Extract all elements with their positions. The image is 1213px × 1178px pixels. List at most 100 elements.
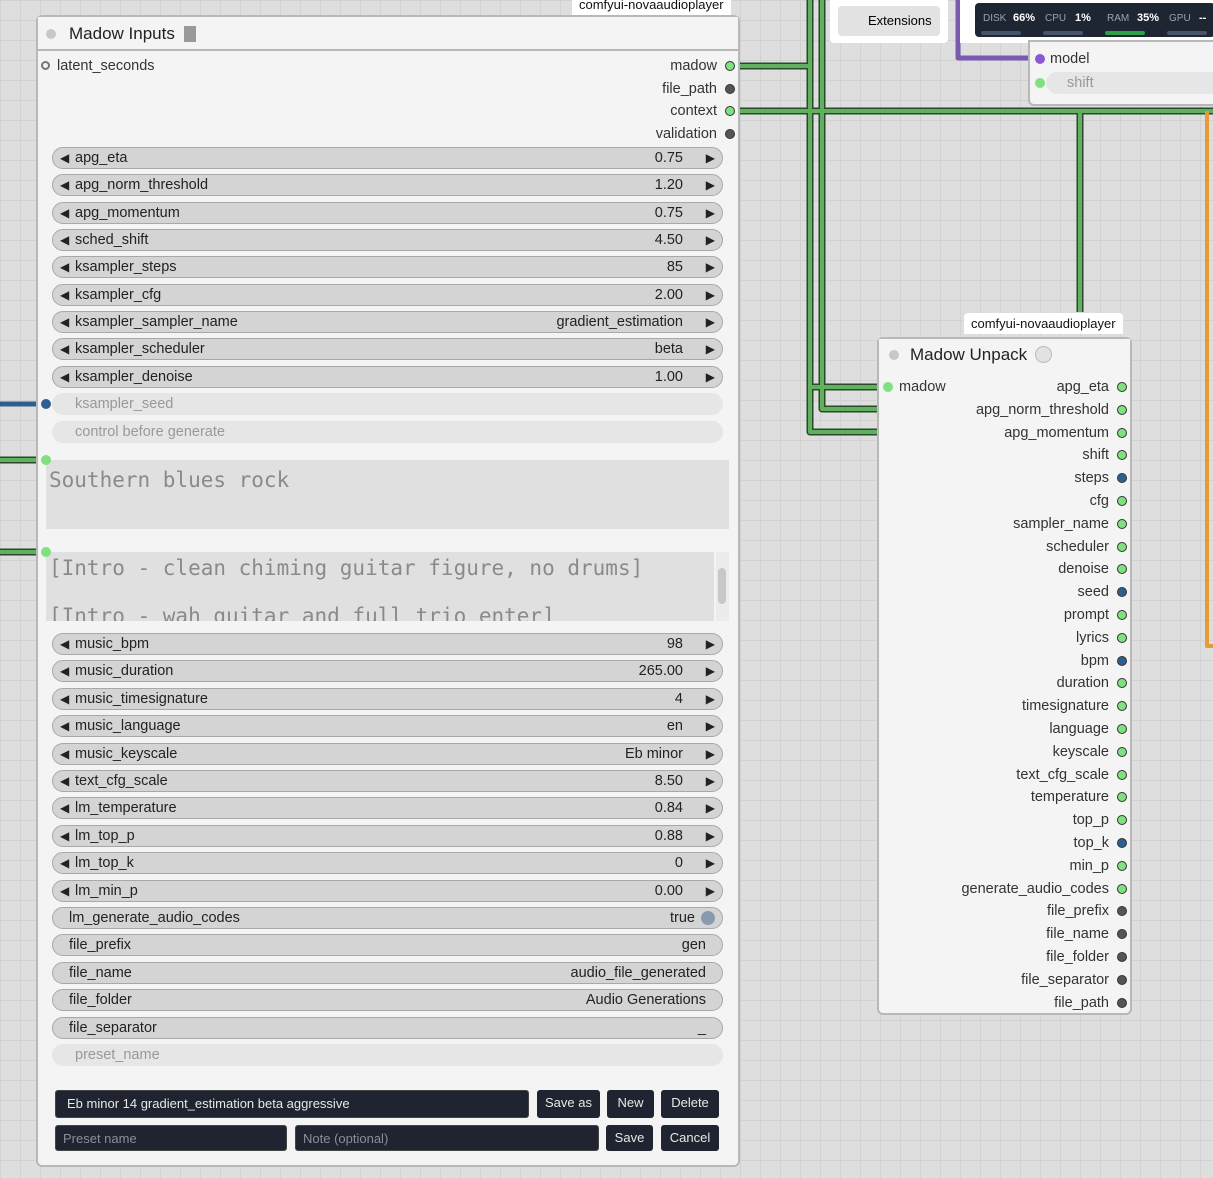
extensions-button[interactable]: Extensions (838, 6, 940, 36)
text-input[interactable]: Note (optional) (295, 1125, 599, 1151)
widget-value: gen (681, 937, 706, 954)
widget[interactable]: control before generate (52, 420, 723, 443)
widget[interactable]: ksampler_seed (52, 393, 723, 416)
output-label: top_k (1073, 835, 1109, 851)
stat-value: 35% (1137, 12, 1160, 24)
toggle-knob (701, 911, 715, 925)
output-dot (1117, 974, 1127, 985)
arrow-right: ▶ (705, 637, 715, 651)
node[interactable]: Madow Inputs latent_seconds madow file_path… (36, 15, 740, 1167)
widget[interactable]: ◀ ▶ text_cfg_scale 8.50 (52, 770, 723, 792)
widget[interactable]: shift (1046, 72, 1213, 94)
button[interactable]: Cancel (661, 1125, 719, 1151)
output-dot (1117, 701, 1127, 712)
widget[interactable]: ◀ ▶ music_keyscale Eb minor (52, 742, 723, 765)
output-dot (1117, 541, 1127, 552)
widget-label: ksampler_sampler_name (75, 314, 238, 331)
output-label: temperature (1030, 789, 1109, 806)
widget[interactable]: ◀ ▶ ksampler_cfg 2.00 (52, 283, 723, 306)
output-label: scheduler (1046, 538, 1109, 555)
output-label: file_path (1054, 994, 1109, 1011)
output-dot (1117, 929, 1127, 940)
widget[interactable]: ◀ ▶ ksampler_denoise 1.00 (52, 365, 723, 388)
output-dot (1117, 792, 1127, 803)
stat-meter (1105, 31, 1145, 35)
widget-label: lm_top_k (75, 855, 134, 872)
arrow-left: ◀ (60, 801, 70, 816)
input-dot (883, 382, 893, 392)
arrow-right: ▶ (705, 233, 715, 248)
node[interactable]: Madow Unpack madow apg_eta apg_norm_thresho… (877, 337, 1132, 1015)
arrow-left: ◀ (60, 233, 70, 248)
arrow-left: ◀ (60, 719, 70, 734)
button[interactable]: Delete (661, 1090, 719, 1118)
widget[interactable]: ◀ ▶ lm_min_p 0.00 (52, 879, 723, 902)
widget[interactable]: ◀ ▶ music_duration 265.00 (52, 660, 723, 683)
output-dot (1117, 860, 1127, 871)
widget-label: music_timesignature (75, 690, 208, 707)
stat-label: DISK (983, 13, 1007, 24)
output-label: bpm (1080, 652, 1109, 669)
widget[interactable]: ◀ ▶ ksampler_sampler_name gradient_estimati… (52, 311, 723, 334)
output-label: file_separator (1021, 971, 1109, 988)
arrow-left: ◀ (60, 664, 70, 679)
widget[interactable]: file_separator _ (52, 1016, 723, 1039)
widget-value: 4.50 (654, 232, 683, 249)
text-input[interactable]: Preset name (55, 1125, 287, 1151)
title-bar (879, 339, 1130, 371)
output-label: cfg (1089, 493, 1109, 509)
widget[interactable]: lm_generate_audio_codes true (52, 907, 723, 929)
lyrics-textarea[interactable]: [Intro - clean chiming guitar figure, no… (46, 552, 714, 621)
status-circle (1035, 346, 1052, 363)
widget[interactable]: ◀ ▶ lm_temperature 0.84 (52, 797, 723, 820)
arrow-left: ◀ (60, 774, 70, 788)
widget-value: 1.00 (654, 368, 683, 385)
widget-value: 0.88 (654, 827, 683, 844)
preset-select[interactable]: Eb minor 14 gradient_estimation beta agg… (55, 1090, 529, 1118)
stat-value: 66% (1013, 12, 1036, 24)
widget-value: 2.00 (654, 286, 683, 303)
stat-label: RAM (1107, 13, 1130, 24)
widget[interactable]: ◀ ▶ music_timesignature 4 (52, 687, 723, 710)
widget[interactable]: ◀ ▶ apg_norm_threshold 1.20 (52, 174, 723, 197)
output-label: sampler_name (1013, 515, 1109, 532)
output-dot (1117, 473, 1127, 484)
widget-label: ksampler_cfg (75, 286, 162, 303)
arrow-right: ▶ (705, 178, 715, 193)
widget[interactable]: ◀ ▶ lm_top_p 0.88 (52, 824, 723, 847)
widget[interactable]: file_prefix gen (52, 934, 723, 957)
widget[interactable]: file_name audio_file_generated (52, 961, 723, 984)
output-label: text_cfg_scale (1016, 766, 1109, 783)
widget-value: true (670, 910, 695, 926)
output-label: prompt (1063, 607, 1109, 623)
widget[interactable]: ◀ ▶ apg_eta 0.75 (52, 147, 723, 169)
output-dot (1117, 587, 1127, 598)
output-dot (725, 83, 735, 94)
stats-bar: DISK 66% CPU 1% RAM 35% GPU -- (975, 3, 1213, 37)
widget-value: 8.50 (654, 773, 683, 789)
output-label: file_folder (1046, 949, 1109, 965)
widget-label: ksampler_steps (75, 259, 177, 276)
output-label: file_path (662, 80, 717, 97)
input-label: madow (899, 379, 946, 395)
button[interactable]: Save as (537, 1090, 600, 1118)
button[interactable]: Save (606, 1125, 653, 1151)
widget[interactable]: ◀ ▶ ksampler_steps 85 (52, 256, 723, 279)
output-dot (1117, 678, 1127, 689)
collapse-dot (889, 350, 899, 360)
widget[interactable]: file_folder Audio Generations (52, 989, 723, 1012)
input-dot (41, 399, 51, 409)
widget[interactable]: ◀ ▶ sched_shift 4.50 (52, 229, 723, 252)
prompt-textarea[interactable]: Southern blues rock (46, 460, 729, 529)
output-label: steps (1074, 470, 1109, 487)
widget-value: 0.84 (654, 800, 683, 817)
widget-label: ksampler_scheduler (75, 341, 205, 358)
widget[interactable]: ◀ ▶ ksampler_scheduler beta (52, 338, 723, 361)
widget[interactable]: ◀ ▶ music_bpm 98 (52, 633, 723, 655)
widget[interactable]: ◀ ▶ lm_top_k 0 (52, 852, 723, 875)
partial-node: model shift (1028, 40, 1213, 106)
widget[interactable]: preset_name (52, 1044, 723, 1066)
button[interactable]: New (607, 1090, 654, 1118)
widget[interactable]: ◀ ▶ music_language en (52, 715, 723, 738)
widget[interactable]: ◀ ▶ apg_momentum 0.75 (52, 201, 723, 224)
